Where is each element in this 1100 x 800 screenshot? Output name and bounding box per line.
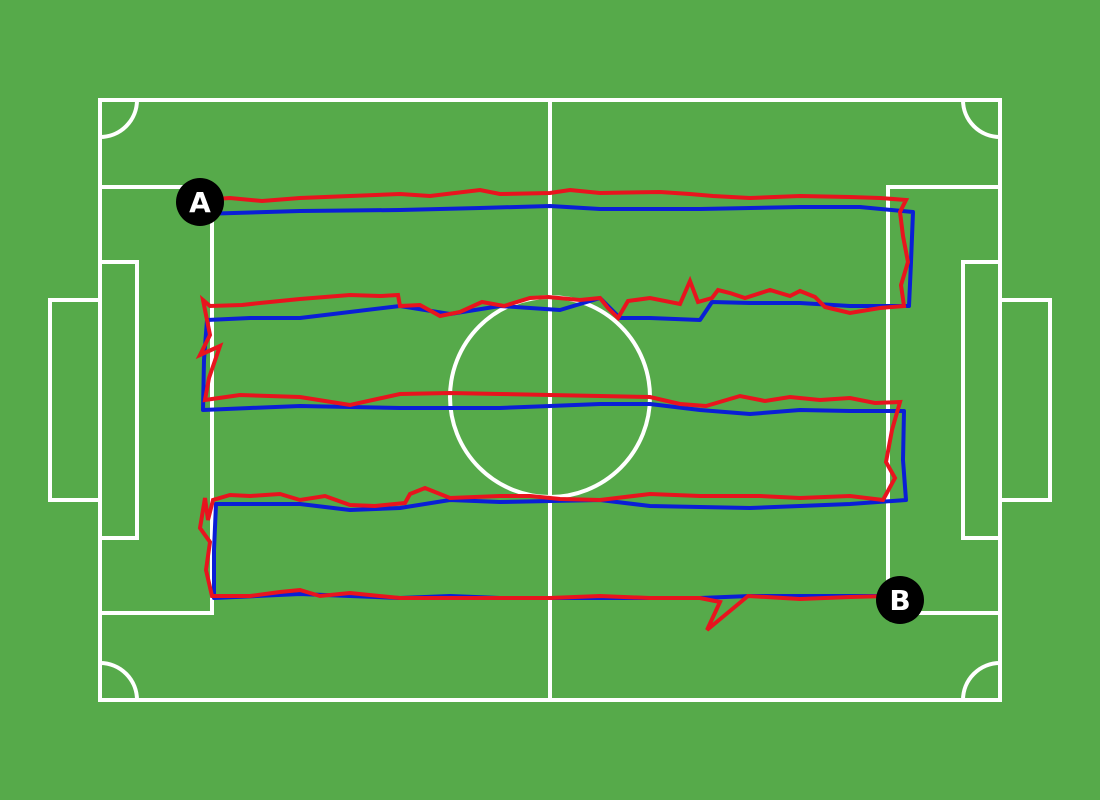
- left-goal: [48, 298, 102, 502]
- end-marker-circle: [876, 576, 924, 624]
- right-goal: [998, 298, 1052, 502]
- corner-arc-bottom-left: [99, 661, 139, 701]
- end-marker-label: B: [889, 584, 910, 617]
- red-route-path: [195, 187, 911, 632]
- start-marker-circle: [176, 178, 224, 226]
- corner-arc-bottom-right: [961, 661, 1001, 701]
- end-marker-b: B: [876, 576, 924, 624]
- corner-arc-top-right: [961, 99, 1001, 139]
- corner-arc-top-left: [99, 99, 139, 139]
- start-marker-label: A: [189, 186, 211, 219]
- start-marker-a: A: [176, 178, 224, 226]
